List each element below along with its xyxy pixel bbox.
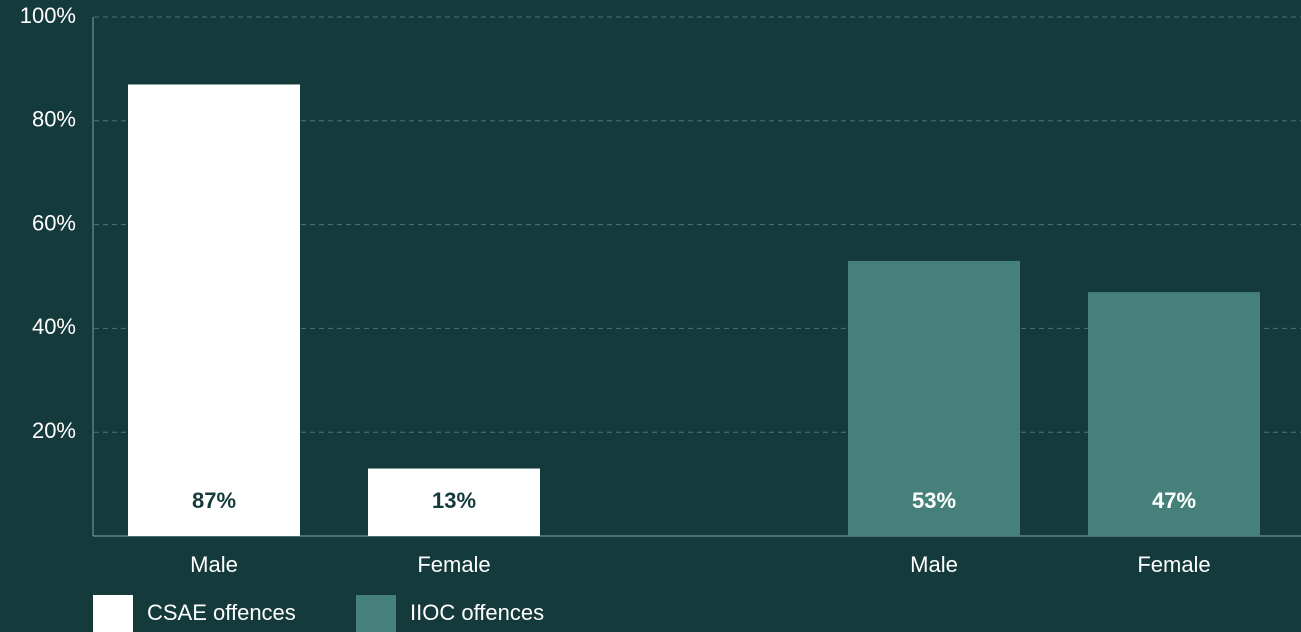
y-tick-label: 20%	[32, 418, 76, 443]
y-tick-label: 60%	[32, 210, 76, 235]
legend-swatch	[93, 595, 133, 632]
bar	[128, 84, 300, 536]
value-label: 53%	[912, 488, 956, 513]
legend-label: CSAE offences	[147, 600, 296, 625]
legend-label: IIOC offences	[410, 600, 544, 625]
y-tick-label: 100%	[20, 3, 76, 28]
x-tick-label: Male	[910, 552, 958, 577]
x-tick-label: Female	[417, 552, 490, 577]
value-label: 47%	[1152, 488, 1196, 513]
value-label: 87%	[192, 488, 236, 513]
value-label: 13%	[432, 488, 476, 513]
y-tick-label: 40%	[32, 314, 76, 339]
x-tick-label: Male	[190, 552, 238, 577]
bar	[1088, 292, 1260, 536]
x-tick-label: Female	[1137, 552, 1210, 577]
legend-swatch	[356, 595, 396, 632]
bar	[368, 468, 540, 536]
bar	[848, 260, 1020, 536]
y-tick-label: 80%	[32, 107, 76, 132]
